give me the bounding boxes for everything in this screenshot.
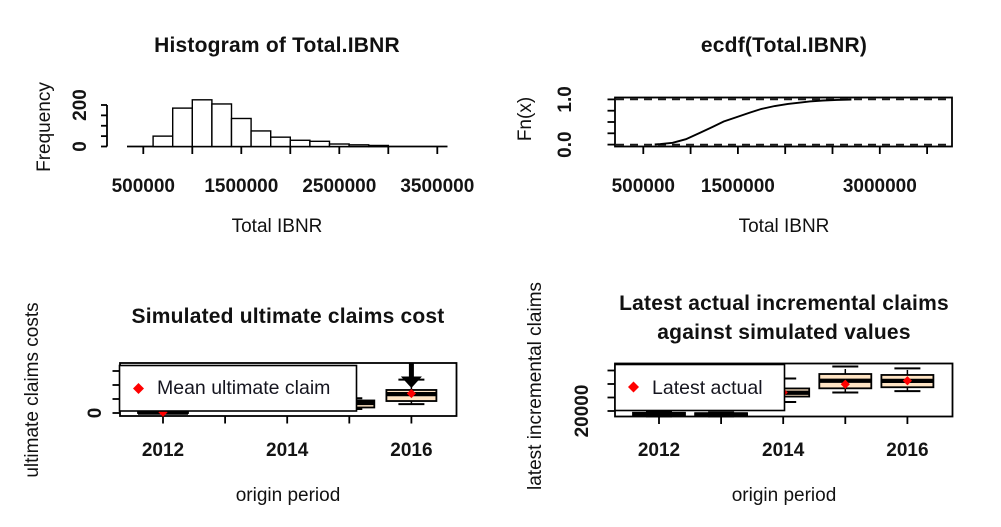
x-tick-label: 500000 [112, 176, 175, 197]
mean-diamond-2016 [902, 376, 912, 386]
legend-box [614, 363, 786, 412]
x-tick-label: 2016 [390, 440, 432, 461]
y-tick-label: 0 [85, 408, 106, 419]
x-tick-label: 3000000 [843, 176, 917, 197]
x-tick-label: 2014 [266, 440, 309, 461]
x-tick-label: 2012 [142, 440, 184, 461]
hist-bar [152, 135, 174, 148]
ecdf-curve [654, 98, 852, 146]
hist-bar [270, 136, 292, 148]
arrow-shaft [408, 363, 414, 377]
hist-bar [348, 144, 370, 148]
hist-bar [191, 99, 213, 148]
x-tick-label: 500000 [612, 176, 675, 197]
x-tick-label: 2014 [762, 440, 805, 461]
hist-bar [211, 103, 233, 148]
latest-claims-panel: 2012 2014 2016 20000 [572, 362, 954, 461]
hist-bar [250, 130, 272, 148]
arrow-head [400, 376, 422, 388]
y-tick-label: 1.0 [555, 86, 576, 112]
hist-bar [171, 107, 193, 148]
ultimate-claims-panel: 2012 2014 2016 0 [85, 362, 458, 461]
legend-box [118, 364, 358, 412]
hist-bar [230, 117, 252, 148]
hist-bar [289, 139, 311, 148]
x-tick-label: 2016 [886, 440, 928, 461]
x-tick-label: 3500000 [400, 176, 474, 197]
legend-diamond-icon [133, 383, 144, 394]
histogram-panel: 500000 1500000 2500000 3500000 0 200 [70, 89, 474, 197]
ecdf-panel: 500000 1500000 3000000 0.0 1.0 [555, 86, 953, 197]
x-tick-label: 1500000 [701, 176, 775, 197]
y-tick-label: 200 [70, 89, 91, 121]
y-tick-label: 20000 [572, 385, 593, 438]
x-tick-label: 2012 [638, 440, 680, 461]
mean-diamond-2016 [406, 388, 416, 399]
hist-bar [328, 143, 350, 148]
x-tick-label: 1500000 [204, 176, 278, 197]
y-tick-label: 0.0 [555, 131, 576, 157]
x-tick-label: 2500000 [302, 176, 376, 197]
y-tick-label: 0 [70, 141, 91, 152]
hist-bar [368, 144, 390, 148]
legend-diamond-icon [628, 381, 639, 393]
mean-diamond-2015 [840, 379, 850, 389]
hist-bar [309, 140, 331, 148]
